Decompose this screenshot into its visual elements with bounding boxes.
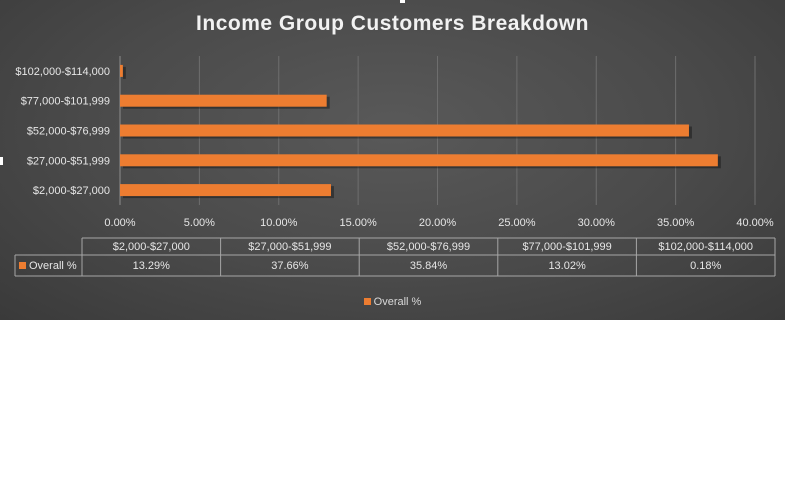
chart-title: Income Group Customers Breakdown xyxy=(196,12,589,35)
y-category-label: $27,000-$51,999 xyxy=(27,155,110,167)
bar xyxy=(120,184,331,197)
y-category-label: $77,000-$101,999 xyxy=(21,96,110,108)
table-row-label: Overall % xyxy=(29,260,77,272)
legend-swatch xyxy=(363,297,371,305)
table-header-cell: $77,000-$101,999 xyxy=(522,241,611,253)
chart-svg: 0.00% 5.00% 10.00% 15.00% 20.00% 25.00% 30.00%… xyxy=(14,56,776,277)
table-value-cell: 13.29% xyxy=(133,260,171,272)
x-tick-label: 5.00% xyxy=(184,217,215,229)
table-header-cell: $27,000-$51,999 xyxy=(248,241,331,253)
table-header-cell: $52,000-$76,999 xyxy=(387,241,470,253)
bar xyxy=(120,154,718,167)
selection-handle-top[interactable] xyxy=(400,0,405,3)
bar-shadow xyxy=(123,66,126,79)
table-value-cell: 37.66% xyxy=(271,260,309,272)
selection-handle-left[interactable] xyxy=(0,157,3,165)
table-header-cell: $2,000-$27,000 xyxy=(113,241,190,253)
y-category-label: $102,000-$114,000 xyxy=(15,66,110,78)
x-tick-label: 0.00% xyxy=(104,217,135,229)
legend: Overall % xyxy=(0,296,785,308)
x-tick-label: 25.00% xyxy=(498,217,536,229)
bar xyxy=(120,124,689,137)
bar xyxy=(120,94,327,107)
x-tick-label: 20.00% xyxy=(419,217,457,229)
table-header-cell: $102,000-$114,000 xyxy=(658,241,753,253)
y-category-label: $2,000-$27,000 xyxy=(33,185,110,197)
table-value-cell: 13.02% xyxy=(548,260,586,272)
x-tick-label: 15.00% xyxy=(339,217,377,229)
y-category-label: $52,000-$76,999 xyxy=(27,126,110,138)
table-value-cell: 35.84% xyxy=(410,260,448,272)
table-value-cell: 0.18% xyxy=(690,260,721,272)
chart-area: 0.00% 5.00% 10.00% 15.00% 20.00% 25.00% 30.00%… xyxy=(0,0,785,320)
x-tick-label: 10.00% xyxy=(260,217,298,229)
legend-label: Overall % xyxy=(373,296,422,308)
table-legend-key xyxy=(19,262,26,269)
x-tick-label: 30.00% xyxy=(578,217,616,229)
x-tick-label: 40.00% xyxy=(736,217,774,229)
x-tick-label: 35.00% xyxy=(657,217,695,229)
bar xyxy=(120,64,123,77)
